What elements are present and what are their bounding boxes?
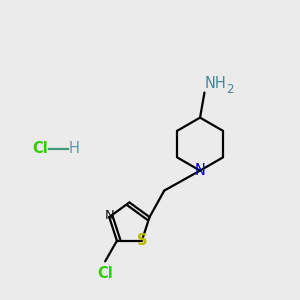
Text: H: H [69,141,80,156]
Text: N: N [104,209,114,222]
Text: N: N [195,163,206,178]
Text: Cl: Cl [97,266,113,281]
Text: S: S [136,233,147,248]
Text: NH: NH [205,76,226,91]
Text: 2: 2 [226,82,234,95]
Text: Cl: Cl [33,141,48,156]
